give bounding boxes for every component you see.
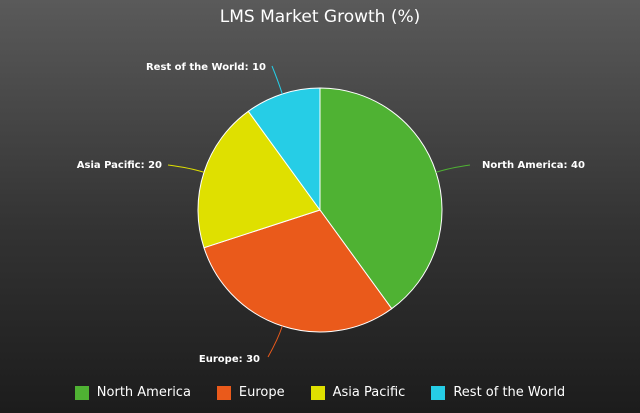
label-connector (271, 65, 283, 95)
legend-label: Europe (238, 385, 285, 400)
chart-legend: North America Europe Asia Pacific Rest of t… (0, 385, 640, 400)
legend-label: Asia Pacific (332, 385, 406, 400)
legend-swatch (431, 385, 446, 400)
label-connector (435, 164, 471, 173)
chart-title: LMS Market Growth (%) (219, 7, 421, 27)
legend-label: North America (96, 385, 191, 400)
pie-slice-rest-of-the-world (247, 87, 321, 212)
data-label: Rest of the World: 10 (146, 62, 266, 73)
label-connector (167, 164, 205, 173)
legend-swatch (74, 385, 89, 400)
label-connector (267, 325, 283, 358)
legend-item[interactable]: Asia Pacific (310, 385, 406, 400)
pie-slice-asia-pacific (197, 110, 321, 249)
pie-slice-europe (203, 209, 393, 333)
legend-swatch (216, 385, 231, 400)
legend-item[interactable]: Rest of the World (431, 385, 565, 400)
data-label: Asia Pacific: 20 (77, 160, 162, 171)
legend-swatch (310, 385, 325, 400)
legend-item[interactable]: North America (74, 385, 191, 400)
data-label: Europe: 30 (199, 354, 260, 365)
data-label: North America: 40 (482, 160, 585, 171)
legend-label: Rest of the World (453, 385, 566, 400)
legend-item[interactable]: Europe (216, 385, 285, 400)
